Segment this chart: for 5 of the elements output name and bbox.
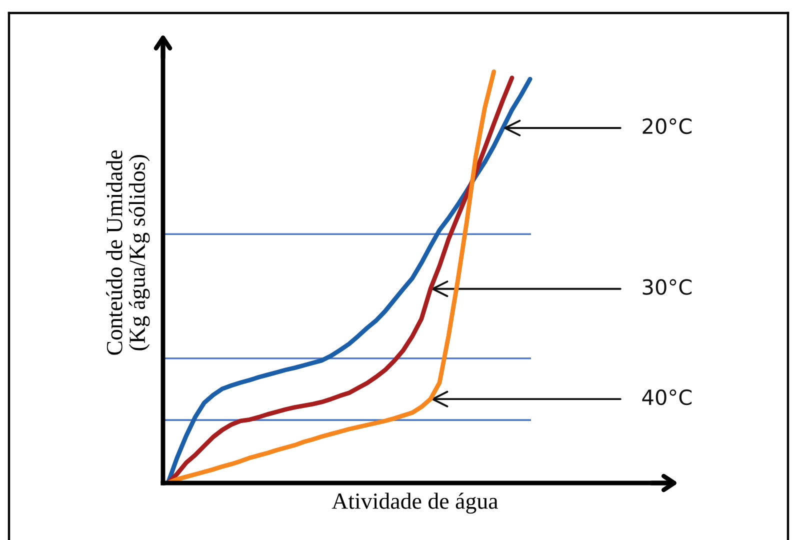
x-axis-title: Atividade de água bbox=[332, 492, 498, 514]
text: 40°C bbox=[642, 389, 692, 406]
text: 30°C bbox=[642, 279, 692, 295]
y-axis-title: Conteúdo de Umidade (Kg água/Kg sólidos) bbox=[106, 150, 150, 355]
text: 20°C bbox=[642, 118, 692, 134]
